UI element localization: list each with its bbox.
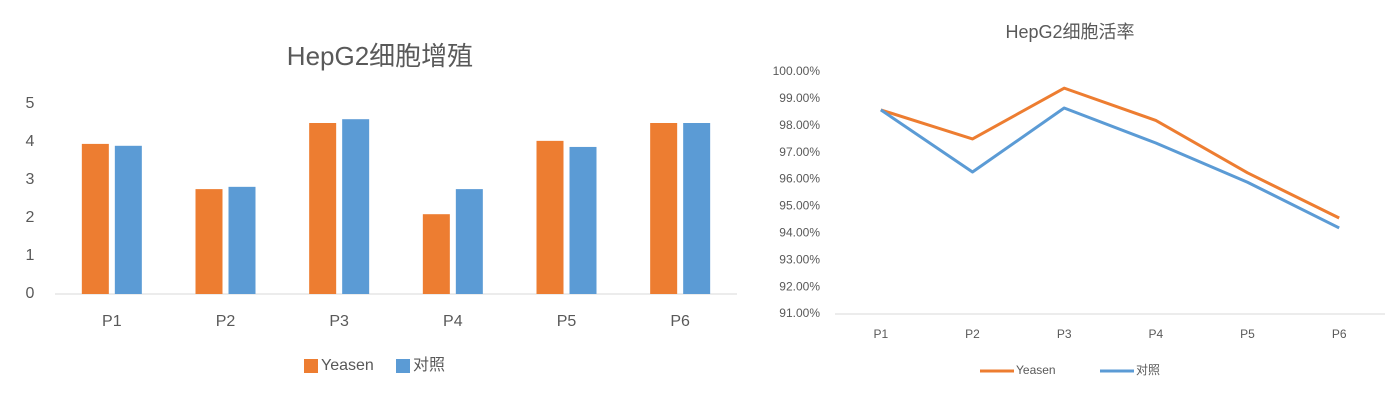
bar: [309, 123, 337, 294]
x-tick-label: P2: [216, 313, 236, 330]
legend-label: Yeasen: [1016, 363, 1056, 377]
x-tick-label: P1: [102, 313, 122, 330]
x-tick-label: P6: [670, 313, 690, 330]
x-tick-label: P6: [1332, 327, 1347, 341]
chart-title: HepG2细胞增殖: [287, 41, 473, 71]
legend-label: 对照: [413, 356, 445, 374]
legend-swatch: [304, 359, 318, 373]
bar: [342, 119, 370, 294]
x-tick-label: P2: [965, 327, 980, 341]
y-tick-label: 4: [26, 133, 35, 150]
y-tick-label: 99.00%: [779, 91, 820, 105]
y-tick-label: 3: [26, 171, 35, 188]
x-tick-label: P5: [1240, 327, 1255, 341]
x-tick-label: P4: [443, 313, 463, 330]
line: [880, 86, 1340, 220]
legend-label: 对照: [1136, 363, 1160, 377]
line: [879, 106, 1340, 230]
y-tick-label: 1: [26, 247, 35, 264]
y-tick-label: 95.00%: [779, 199, 820, 213]
bar: [81, 143, 109, 294]
x-tick-label: P4: [1148, 327, 1163, 341]
y-tick-label: 91.00%: [779, 306, 820, 320]
bar: [228, 186, 256, 294]
y-tick-label: 93.00%: [779, 252, 820, 266]
y-tick-label: 2: [26, 209, 35, 226]
y-tick-label: 0: [26, 285, 35, 302]
bar: [536, 140, 564, 294]
bar: [114, 145, 142, 294]
bar: [455, 189, 483, 294]
x-tick-label: P5: [557, 313, 577, 330]
y-tick-label: 97.00%: [779, 145, 820, 159]
bar: [195, 189, 223, 294]
x-tick-label: P3: [329, 313, 349, 330]
x-tick-label: P1: [873, 327, 888, 341]
bar: [650, 123, 678, 294]
bar: [569, 146, 597, 294]
bar: [683, 123, 711, 294]
y-tick-label: 5: [26, 95, 35, 112]
y-tick-label: 94.00%: [779, 226, 820, 240]
x-tick-label: P3: [1057, 327, 1072, 341]
y-tick-label: 98.00%: [779, 118, 820, 132]
bar: [422, 214, 450, 294]
legend-label: Yeasen: [321, 357, 374, 374]
y-tick-label: 96.00%: [779, 172, 820, 186]
legend-swatch: [396, 359, 410, 373]
chart-title: HepG2细胞活率: [1005, 22, 1134, 42]
y-tick-label: 92.00%: [779, 279, 820, 293]
y-tick-label: 100.00%: [773, 64, 821, 78]
